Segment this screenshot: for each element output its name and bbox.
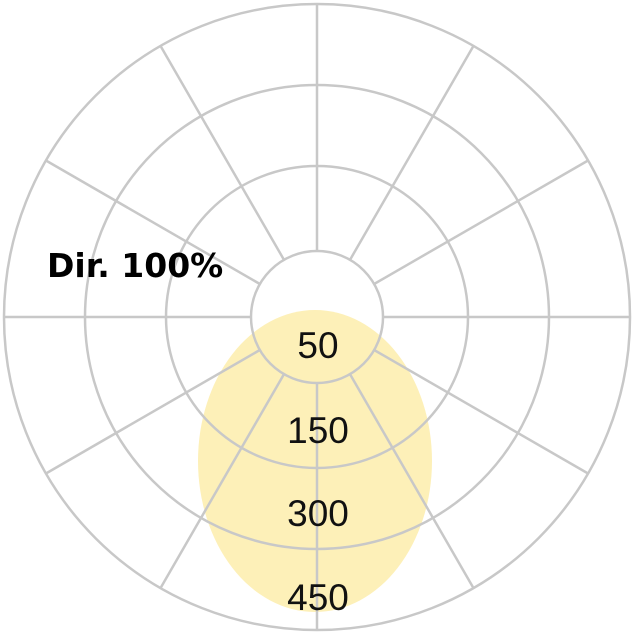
spoke-330	[373, 159, 589, 286]
spoke-300	[348, 45, 475, 261]
spoke-210	[45, 159, 261, 286]
ring-label-50: 50	[297, 325, 338, 366]
ring-label-300: 300	[287, 493, 349, 534]
light-distribution-curve	[198, 310, 432, 612]
ring-label-450: 450	[287, 577, 349, 618]
direct-percentage-label: Dir. 100%	[47, 246, 223, 285]
spoke-240	[159, 45, 286, 261]
spoke-150	[45, 348, 261, 475]
spoke-60	[348, 373, 475, 589]
spoke-30	[373, 348, 589, 475]
spoke-120	[159, 373, 286, 589]
ring-label-150: 150	[287, 410, 349, 451]
